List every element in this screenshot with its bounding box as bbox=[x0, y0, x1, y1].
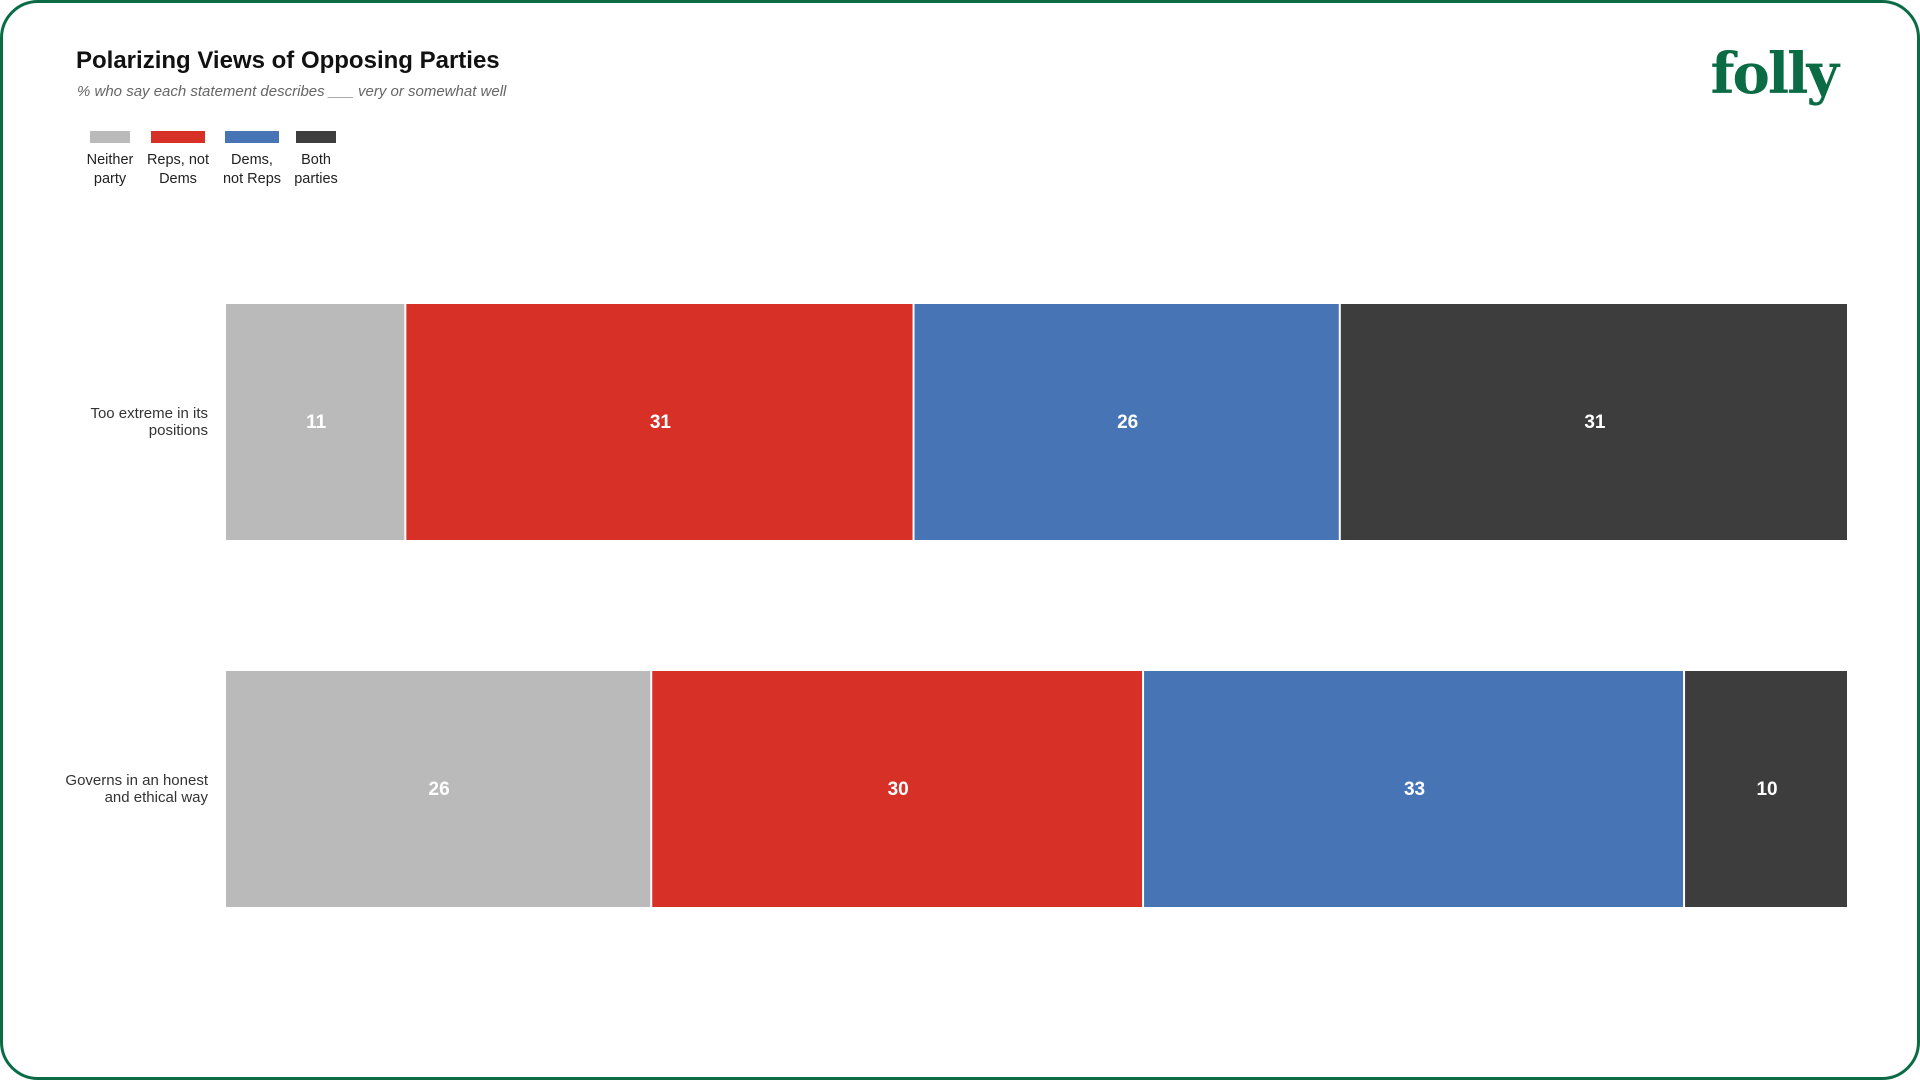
legend-label: Reps, not Dems bbox=[146, 152, 210, 187]
value-label: 11 bbox=[306, 412, 327, 433]
bar-segment bbox=[406, 304, 913, 540]
legend-item: Neither party bbox=[75, 131, 145, 189]
legend-swatch bbox=[90, 131, 130, 143]
value-label: 26 bbox=[1117, 412, 1138, 433]
chart-title: Polarizing Views of Opposing Parties bbox=[76, 47, 500, 74]
legend-label: Neither party bbox=[86, 152, 134, 187]
value-label: 33 bbox=[1404, 779, 1425, 800]
legend-item: Dems, not Reps bbox=[217, 131, 287, 189]
plot: 11 31 26 31 26 30 33 10 bbox=[226, 304, 1847, 907]
legend-swatch bbox=[151, 131, 205, 143]
bar-segment bbox=[1340, 304, 1847, 540]
bar-segment bbox=[1144, 671, 1684, 907]
legend-item: Both parties bbox=[281, 131, 351, 189]
bar-segment bbox=[226, 671, 651, 907]
bar-segment bbox=[226, 304, 405, 540]
bar-segment bbox=[914, 304, 1339, 540]
chart-subtitle: % who say each statement describes ___ v… bbox=[77, 83, 507, 100]
value-label: 30 bbox=[888, 779, 909, 800]
value-label: 31 bbox=[650, 412, 672, 433]
value-label: 26 bbox=[429, 779, 450, 800]
value-label: 31 bbox=[1584, 412, 1606, 433]
y-tick-label: Too extreme in its positions bbox=[90, 405, 208, 439]
legend-label: Dems, not Reps bbox=[222, 152, 282, 187]
bar-segment bbox=[652, 671, 1143, 907]
value-label: 10 bbox=[1756, 779, 1777, 800]
y-tick-label: Governs in an honest and ethical way bbox=[65, 772, 208, 806]
legend-label: Both parties bbox=[294, 152, 338, 187]
legend-item: Reps, not Dems bbox=[143, 131, 213, 189]
legend-swatch bbox=[296, 131, 336, 143]
legend-swatch bbox=[225, 131, 279, 143]
logo: folly bbox=[1710, 41, 1839, 107]
bar-segment bbox=[1685, 671, 1847, 907]
